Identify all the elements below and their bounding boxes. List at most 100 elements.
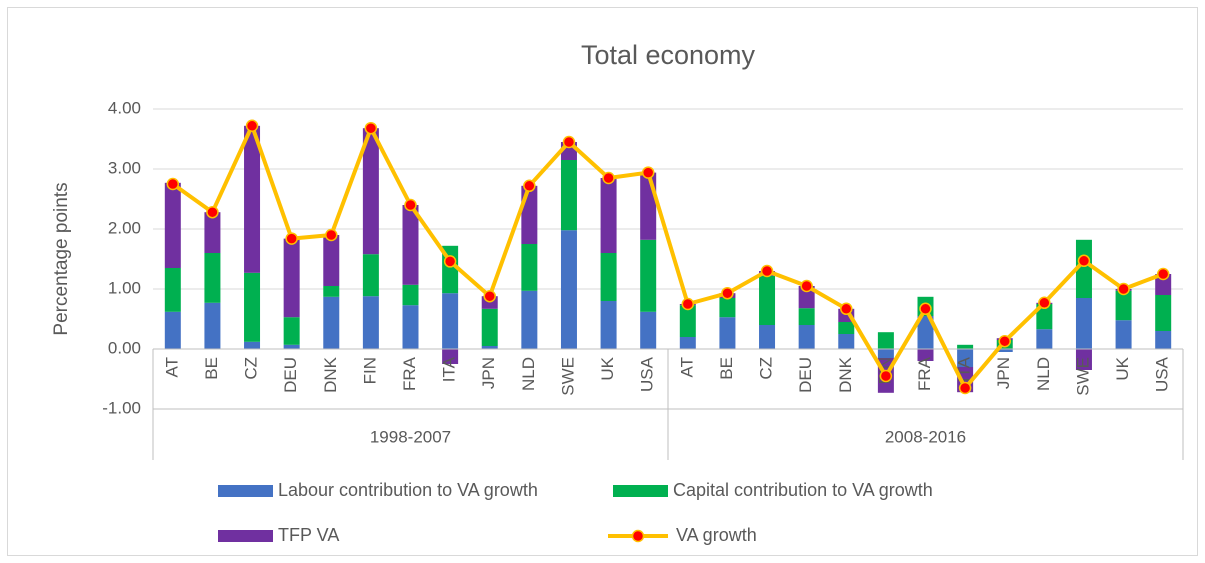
line-marker bbox=[958, 381, 972, 395]
line-marker bbox=[1077, 254, 1091, 268]
line-marker bbox=[166, 177, 180, 191]
x-tick-label: DNK bbox=[836, 356, 855, 393]
bar-segment bbox=[1075, 349, 1092, 370]
bar-segment bbox=[996, 349, 1013, 352]
x-tick-label: DNK bbox=[321, 356, 340, 393]
line-marker bbox=[721, 286, 734, 300]
x-tick-label: CZ bbox=[242, 357, 261, 380]
bar-segment bbox=[640, 311, 657, 349]
x-tick-label: FRA bbox=[400, 356, 419, 391]
legend-label: TFP VA bbox=[278, 525, 339, 545]
line-marker bbox=[206, 205, 219, 219]
line-series bbox=[171, 123, 1164, 390]
y-axis-label: Percentage points bbox=[51, 182, 72, 335]
bar-segment bbox=[362, 254, 379, 297]
legend-swatch bbox=[218, 485, 273, 497]
x-tick-label: AT bbox=[677, 357, 696, 377]
group-label: 2008-2016 bbox=[885, 427, 966, 446]
bar-segment bbox=[640, 239, 657, 312]
line-marker bbox=[1117, 282, 1130, 296]
bar-segment bbox=[164, 182, 181, 268]
bar-segment bbox=[442, 293, 459, 349]
line-marker bbox=[483, 289, 496, 303]
bar-segment bbox=[917, 316, 934, 349]
bar-segment bbox=[1155, 295, 1172, 331]
x-tick-label: UK bbox=[1113, 356, 1132, 380]
bar-segment bbox=[323, 296, 340, 349]
bar-segment bbox=[164, 311, 181, 349]
x-tick-label: SWE bbox=[558, 357, 577, 396]
bar-segment bbox=[838, 322, 855, 334]
bar-segment bbox=[283, 238, 300, 318]
bar-segment bbox=[719, 298, 736, 318]
line-marker bbox=[800, 279, 813, 293]
bar-segment bbox=[1155, 331, 1172, 349]
legend-swatch bbox=[218, 530, 273, 542]
y-tick-label: 3.00 bbox=[108, 158, 141, 177]
bar-segment bbox=[204, 253, 221, 303]
x-tick-label: FIN bbox=[360, 357, 379, 384]
bar-segment bbox=[481, 346, 498, 349]
bar-segment bbox=[640, 172, 657, 240]
line-marker bbox=[285, 232, 298, 245]
line-marker bbox=[602, 171, 615, 185]
bar-segment bbox=[798, 308, 815, 325]
bar-segment bbox=[362, 296, 379, 349]
bar-segment bbox=[204, 212, 221, 253]
line-marker bbox=[325, 228, 338, 242]
bar-segment bbox=[759, 275, 776, 325]
line-marker bbox=[523, 179, 536, 193]
bar-segment bbox=[402, 284, 419, 306]
bar-segment bbox=[1075, 298, 1092, 349]
bar-segment bbox=[679, 337, 696, 349]
line-marker bbox=[443, 255, 457, 268]
line-marker bbox=[1156, 267, 1170, 281]
bar-segment bbox=[877, 349, 894, 358]
y-tick-label: 4.00 bbox=[108, 98, 141, 117]
bar-segment bbox=[244, 125, 261, 273]
x-tick-label: NLD bbox=[519, 357, 538, 391]
legend-swatch bbox=[613, 485, 668, 497]
x-tick-label: JPN bbox=[994, 357, 1013, 389]
line-marker bbox=[562, 135, 576, 149]
legend-label: Labour contribution to VA growth bbox=[278, 480, 538, 500]
legend-label: Capital contribution to VA growth bbox=[673, 480, 933, 500]
bar-segment bbox=[759, 325, 776, 349]
bar-segment bbox=[244, 272, 261, 342]
line-marker bbox=[245, 119, 259, 133]
x-tick-label: USA bbox=[638, 356, 657, 392]
legend-label: VA growth bbox=[676, 525, 757, 545]
bar-segment bbox=[323, 235, 340, 286]
y-tick-label: 1.00 bbox=[108, 278, 141, 297]
chart-title: Total economy bbox=[581, 40, 756, 70]
bar-segment bbox=[1036, 304, 1053, 330]
line-marker bbox=[760, 264, 774, 278]
line-marker bbox=[919, 302, 932, 316]
legend-marker bbox=[631, 529, 645, 543]
line-marker bbox=[998, 334, 1011, 348]
bar-segment bbox=[1155, 274, 1172, 295]
bar-segment bbox=[442, 349, 459, 364]
bar-segment bbox=[521, 185, 538, 244]
bar-segment bbox=[1115, 320, 1132, 349]
x-tick-label: NLD bbox=[1034, 357, 1053, 391]
x-tick-label: UK bbox=[598, 356, 617, 380]
bar-segment bbox=[402, 305, 419, 349]
x-tick-label: CZ bbox=[757, 357, 776, 380]
bar-segment bbox=[362, 128, 379, 255]
bar-segment bbox=[957, 344, 974, 349]
group-label: 1998-2007 bbox=[370, 427, 451, 446]
bar-segment bbox=[719, 317, 736, 349]
bar-segment bbox=[244, 341, 261, 349]
y-tick-label: -1.00 bbox=[102, 398, 141, 417]
line-marker bbox=[840, 302, 853, 316]
x-tick-label: ITA bbox=[440, 356, 459, 382]
x-tick-label: FRA bbox=[915, 356, 934, 391]
bar-segment bbox=[600, 301, 617, 349]
y-tick-label: 0.00 bbox=[108, 338, 141, 357]
line-marker bbox=[1038, 296, 1051, 310]
x-tick-label: AT bbox=[162, 357, 181, 377]
line-marker bbox=[641, 166, 655, 179]
bar-segment bbox=[838, 334, 855, 349]
line-marker bbox=[404, 198, 417, 212]
